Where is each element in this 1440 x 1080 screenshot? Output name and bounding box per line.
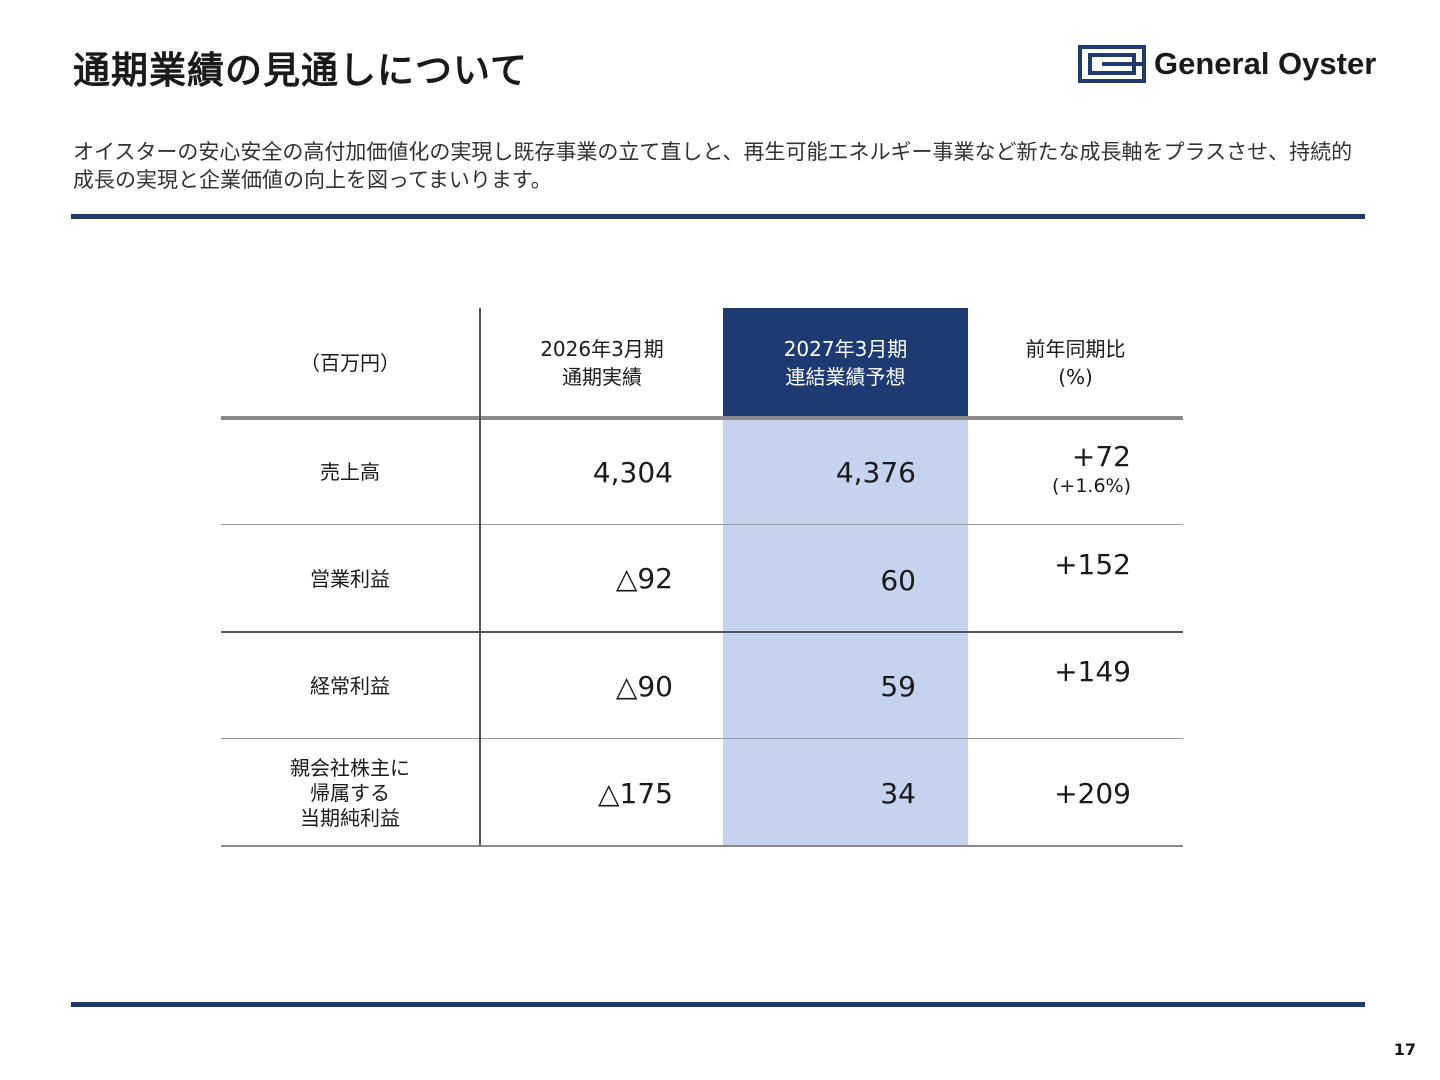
actual-ordinary-profit: △90 — [615, 669, 673, 703]
forecast-operating-profit: 60 — [880, 563, 916, 597]
row-label-ordinary-profit: 経常利益 — [221, 633, 479, 739]
yoy-net-income: +209 — [968, 740, 1131, 846]
row-label-net-income: 親会社株主に 帰属する 当期純利益 — [221, 740, 479, 846]
row-label-text: 経常利益 — [310, 673, 390, 698]
forecast-net-income: 34 — [880, 776, 916, 810]
actual-header: 2026年3月期 通期実績 — [481, 308, 723, 418]
yoy-operating-profit-value: +152 — [1054, 548, 1131, 581]
bottom-divider — [71, 1002, 1365, 1007]
forecast-header-line2: 連結業績予想 — [785, 365, 906, 389]
logo-mark-icon — [1078, 45, 1146, 83]
row-label-text: 営業利益 — [310, 566, 390, 591]
yoy-ordinary-profit: +149 — [968, 655, 1131, 715]
actual-operating-profit: △92 — [615, 561, 673, 595]
yoy-sales-pct: (+1.6%) — [1051, 475, 1131, 497]
logo-text: General Oyster — [1154, 46, 1377, 81]
actual-header-line1: 2026年3月期 — [540, 337, 664, 361]
forecast-header: 2027年3月期 連結業績予想 — [723, 308, 968, 418]
forecast-sales: 4,376 — [835, 456, 916, 489]
table-bottom-border — [221, 845, 1183, 847]
yoy-sales: +72 (+1.6%) — [968, 440, 1131, 520]
row-label-sales: 売上高 — [221, 420, 479, 525]
row-label-operating-profit: 営業利益 — [221, 526, 479, 632]
yoy-header-line1: 前年同期比 — [1025, 337, 1126, 361]
row-label-text: 売上高 — [320, 460, 380, 484]
row-label-line2: 帰属する — [310, 780, 390, 805]
row-label-line3: 当期純利益 — [300, 805, 400, 830]
row-label-line1: 親会社株主に — [290, 755, 410, 780]
yoy-operating-profit: +152 — [968, 548, 1131, 608]
yoy-header: 前年同期比 (%) — [968, 308, 1183, 418]
lead-paragraph: オイスターの安心安全の高付加価値化の実現し既存事業の立て直しと、再生可能エネルギ… — [73, 140, 1353, 192]
yoy-net-income-value: +209 — [1054, 776, 1131, 810]
page-title: 通期業績の見通しについて — [73, 49, 528, 92]
label-column-divider — [479, 308, 481, 846]
yoy-sales-value: +72 — [1071, 440, 1131, 473]
company-logo: General Oyster — [1078, 44, 1408, 84]
forecast-ordinary-profit: 59 — [880, 669, 916, 703]
unit-label: （百万円） — [300, 351, 400, 375]
forecast-header-line1: 2027年3月期 — [783, 337, 908, 361]
page-number: 17 — [1393, 1040, 1416, 1059]
actual-net-income: △175 — [598, 776, 673, 810]
row-divider — [221, 524, 1183, 525]
row-divider — [221, 631, 1183, 633]
forecast-table: （百万円） 2026年3月期 通期実績 2027年3月期 連結業績予想 前年同期… — [221, 308, 1183, 848]
actual-header-line2: 通期実績 — [562, 365, 642, 389]
row-divider — [221, 738, 1183, 739]
actual-sales: 4,304 — [592, 456, 673, 489]
unit-header: （百万円） — [221, 308, 479, 418]
yoy-header-line2: (%) — [1058, 365, 1093, 389]
top-divider — [71, 214, 1365, 219]
header-divider — [221, 416, 1183, 420]
yoy-ordinary-profit-value: +149 — [1054, 655, 1131, 688]
